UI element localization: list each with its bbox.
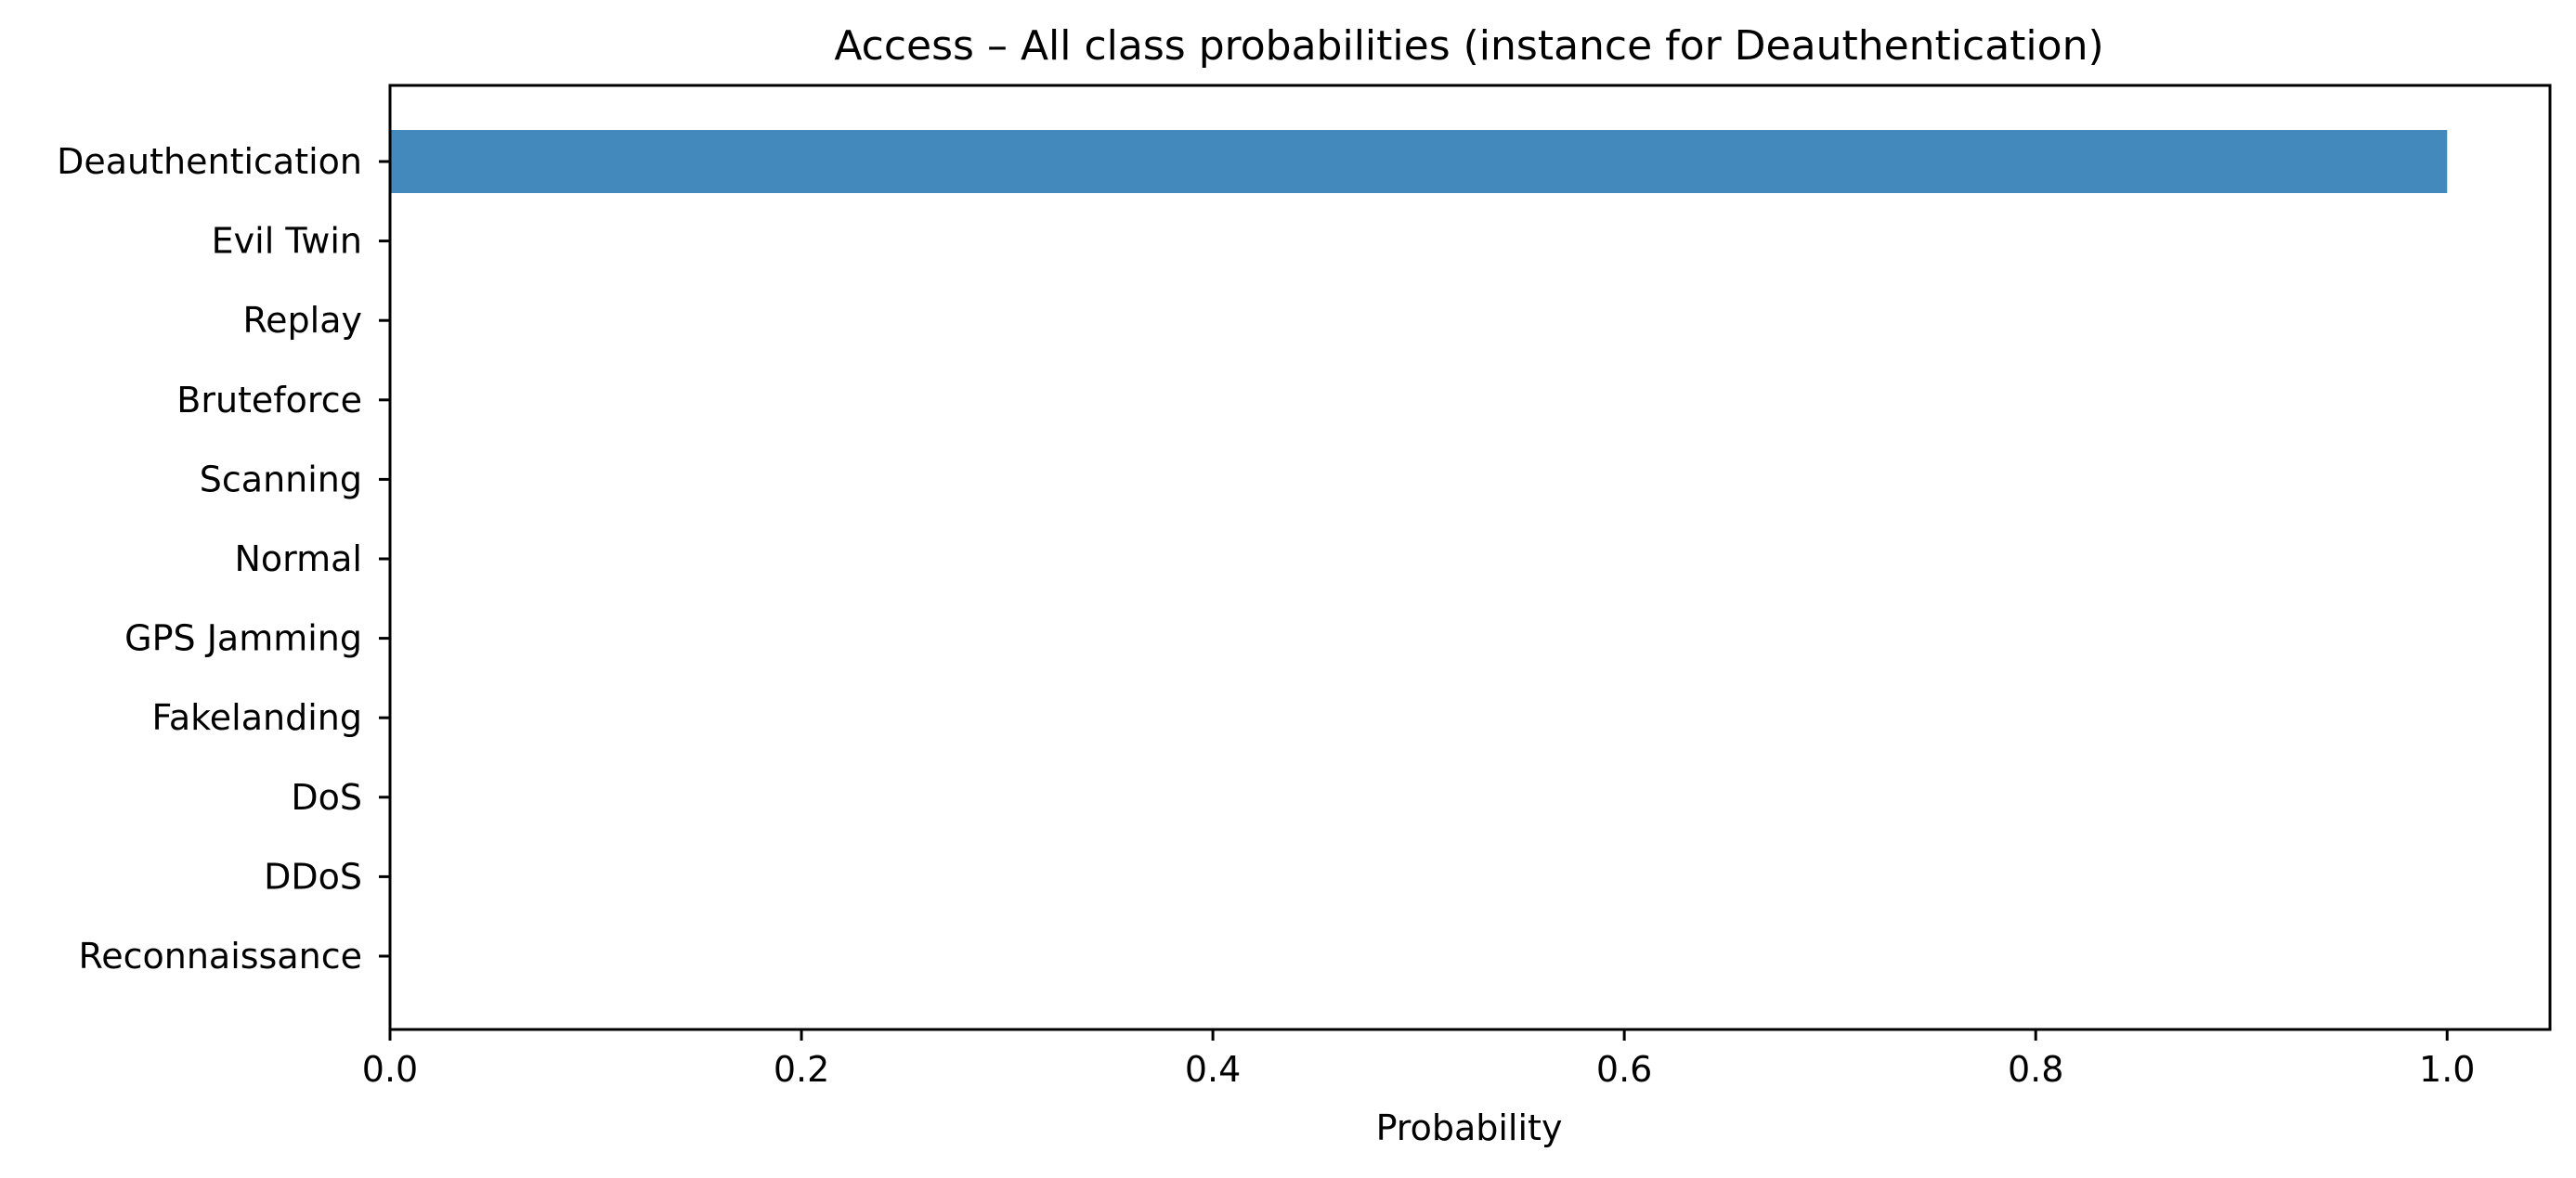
y-tick-label: Evil Twin	[212, 221, 362, 262]
x-axis: 0.0 0.2 0.4 0.6 0.8 1.0	[362, 1029, 2475, 1090]
y-axis: Deauthentication Evil Twin Replay Bruteforc…	[57, 141, 390, 977]
x-tick-label: 0.0	[362, 1049, 418, 1090]
plot-frame	[388, 84, 2552, 1031]
y-tick-label: Deauthentication	[57, 141, 362, 182]
y-tick-label: Scanning	[200, 459, 362, 499]
bars-group	[390, 130, 2448, 193]
y-tick-label: Reconnaissance	[79, 936, 362, 977]
y-tick-label: DoS	[291, 777, 362, 818]
chart-title: Access – All class probabilities (instan…	[834, 22, 2103, 70]
y-tick-label: Replay	[242, 300, 362, 341]
y-tick-label: Bruteforce	[176, 380, 362, 421]
y-tick-label: Fakelanding	[152, 697, 363, 738]
x-tick-label: 1.0	[2419, 1049, 2475, 1090]
y-tick-label: Normal	[235, 538, 363, 579]
y-tick-label: GPS Jamming	[124, 618, 362, 659]
x-tick-label: 0.6	[1596, 1049, 1652, 1090]
x-axis-label: Probability	[1376, 1107, 1563, 1148]
y-tick-label: DDoS	[264, 856, 362, 897]
x-tick-label: 0.8	[2008, 1049, 2063, 1090]
x-tick-label: 0.2	[774, 1049, 829, 1090]
bar-deauthentication	[390, 130, 2448, 193]
x-tick-label: 0.4	[1185, 1049, 1241, 1090]
